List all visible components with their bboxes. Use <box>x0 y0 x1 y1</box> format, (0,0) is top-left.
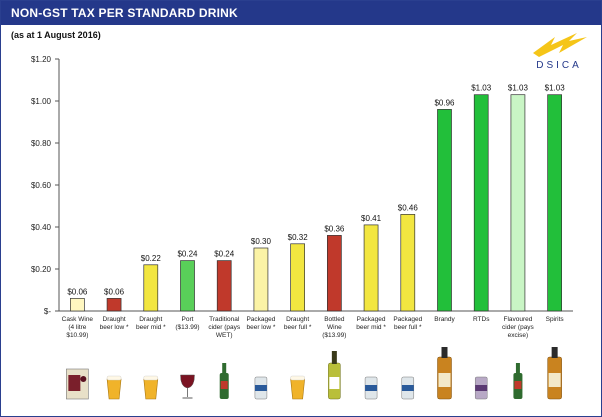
lightning-icon <box>533 33 587 57</box>
category-label: Bottled Wine ($13.99) <box>322 316 346 339</box>
y-tick-label: $0.20 <box>31 265 52 274</box>
y-tick-label: $0.60 <box>31 181 52 190</box>
cider-bottle-icon <box>219 363 229 399</box>
beer-can-icon <box>254 376 268 400</box>
category-label: Spirits <box>546 316 565 323</box>
wine-glass-icon <box>180 374 195 399</box>
bar <box>437 109 452 312</box>
wine-bottle-icon <box>328 351 341 400</box>
bar-value-label: $0.06 <box>67 287 88 296</box>
bar-value-label: $0.41 <box>361 214 382 223</box>
category-label: Draught beer full * <box>284 316 312 331</box>
category-label: Brandy <box>434 316 455 323</box>
bar-value-label: $1.03 <box>508 84 529 93</box>
category-label: Cask Wine (4 litre $10.99) <box>62 316 94 339</box>
spirits-bottle-icon <box>547 347 562 400</box>
category-label: Port ($13.99) <box>175 316 199 331</box>
category-label: Packaged beer full * <box>393 316 422 331</box>
y-tick-label: $- <box>44 307 51 316</box>
category-label: Draught beer mid * <box>136 316 166 331</box>
bar <box>473 94 489 312</box>
rtd-can-icon <box>474 376 488 400</box>
bar-value-label: $0.36 <box>324 224 345 233</box>
bar <box>547 94 562 312</box>
category-label: RTDs <box>473 316 490 323</box>
bar-chart: $- $0.20 $0.40 $0.60 $0.80 $1.00 $1.20 $0.06 Cas… <box>31 55 573 339</box>
y-tick-label: $1.20 <box>31 55 52 64</box>
product-icons <box>66 347 562 400</box>
bar-value-label: $0.32 <box>288 233 309 242</box>
bar <box>510 94 526 312</box>
beer-glass-icon <box>143 375 159 400</box>
bar <box>400 214 416 312</box>
bar-value-label: $0.24 <box>214 250 235 259</box>
chart-title: NON-GST TAX PER STANDARD DRINK <box>11 6 238 20</box>
dsica-logo: DSICA <box>529 31 589 75</box>
bar-value-label: $0.30 <box>251 237 272 246</box>
wine-cask-icon <box>66 368 89 400</box>
bar <box>253 247 269 312</box>
bar <box>290 243 305 312</box>
category-label: Traditional cider (pays WET) <box>208 316 241 339</box>
bar <box>106 298 122 312</box>
category-label: Packaged beer mid * <box>356 316 386 331</box>
category-label: Flavoured cider (pays excise) <box>502 316 535 339</box>
bar <box>143 264 159 312</box>
beer-can-icon <box>401 376 415 400</box>
bar <box>180 260 195 312</box>
y-tick-label: $0.80 <box>31 139 52 148</box>
bar <box>216 260 232 312</box>
bar <box>70 298 85 312</box>
bar-value-label: $0.06 <box>104 287 125 296</box>
bar-value-label: $0.96 <box>434 98 455 107</box>
logo-text: DSICA <box>536 60 582 71</box>
bar-value-label: $0.24 <box>177 250 198 259</box>
beer-glass-icon <box>290 375 305 400</box>
bar-value-label: $0.22 <box>141 254 162 263</box>
bar <box>327 235 342 312</box>
brandy-bottle-icon <box>437 347 452 400</box>
beer-glass-icon <box>106 375 122 400</box>
cider-bottle-icon <box>513 363 523 399</box>
bar-value-label: $1.03 <box>471 84 492 93</box>
beer-can-icon <box>364 376 378 400</box>
category-label: Packaged beer low * <box>246 316 275 331</box>
bar <box>363 224 379 312</box>
chart-subtitle: (as at 1 August 2016) <box>11 30 101 40</box>
bar-value-label: $1.03 <box>545 84 566 93</box>
y-tick-label: $0.40 <box>31 223 52 232</box>
y-tick-label: $1.00 <box>31 97 52 106</box>
title-bar: NON-GST TAX PER STANDARD DRINK <box>1 1 601 25</box>
category-label: Draught beer low * <box>100 316 129 331</box>
bar-value-label: $0.46 <box>398 203 419 212</box>
